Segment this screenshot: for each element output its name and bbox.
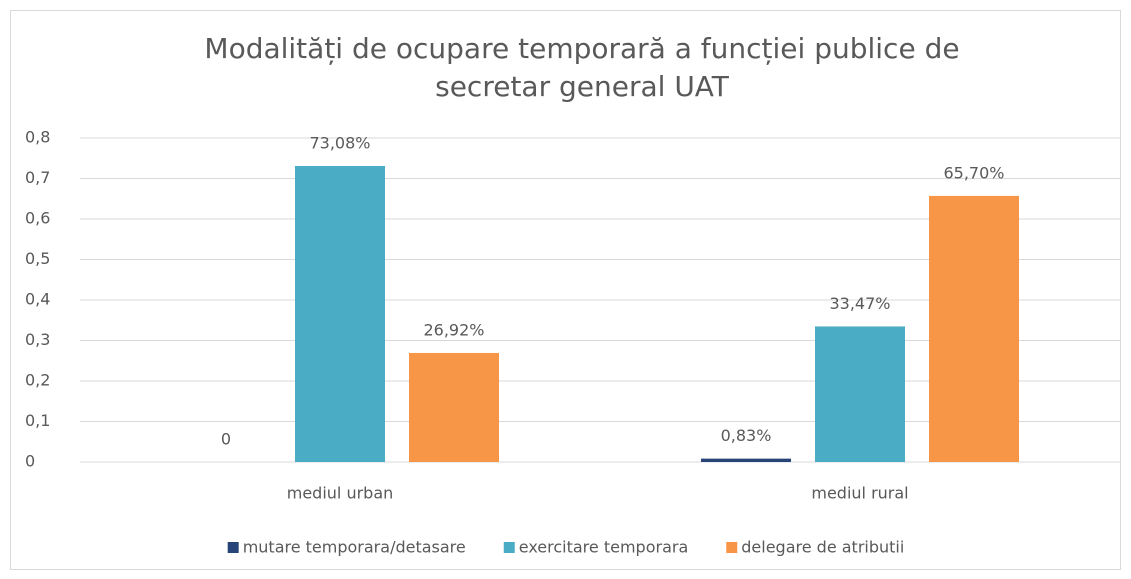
data-label: 0,83% (721, 426, 772, 445)
data-label: 33,47% (829, 294, 890, 313)
legend-label: exercitare temporara (519, 538, 689, 557)
bar (295, 166, 385, 462)
x-tick-label: mediul rural (811, 484, 908, 503)
legend-label: mutare temporara/detasare (243, 538, 466, 557)
y-tick-label: 0,5 (25, 249, 50, 268)
y-tick-label: 0,1 (25, 411, 50, 430)
chart-title: secretar general UAT (435, 70, 730, 103)
y-tick-label: 0,6 (25, 209, 50, 228)
legend-label: delegare de atributii (741, 538, 904, 557)
bar (815, 326, 905, 462)
data-label: 0 (221, 430, 231, 449)
legend-swatch (227, 542, 239, 553)
y-tick-label: 0,8 (25, 128, 50, 147)
data-label: 26,92% (423, 320, 484, 339)
bar (929, 195, 1019, 463)
bar (701, 458, 791, 462)
y-tick-label: 0,7 (25, 168, 50, 187)
y-tick-label: 0,3 (25, 330, 50, 349)
y-tick-label: 0,2 (25, 371, 50, 390)
bar (409, 352, 499, 462)
chart-title: Modalități de ocupare temporară a funcți… (204, 32, 959, 65)
y-tick-label: 0 (25, 452, 35, 471)
data-label: 65,70% (943, 163, 1004, 182)
legend-swatch (726, 542, 738, 553)
legend-swatch (503, 542, 515, 553)
data-label: 73,08% (309, 134, 370, 153)
x-tick-label: mediul urban (287, 484, 394, 503)
y-tick-label: 0,4 (25, 290, 50, 309)
